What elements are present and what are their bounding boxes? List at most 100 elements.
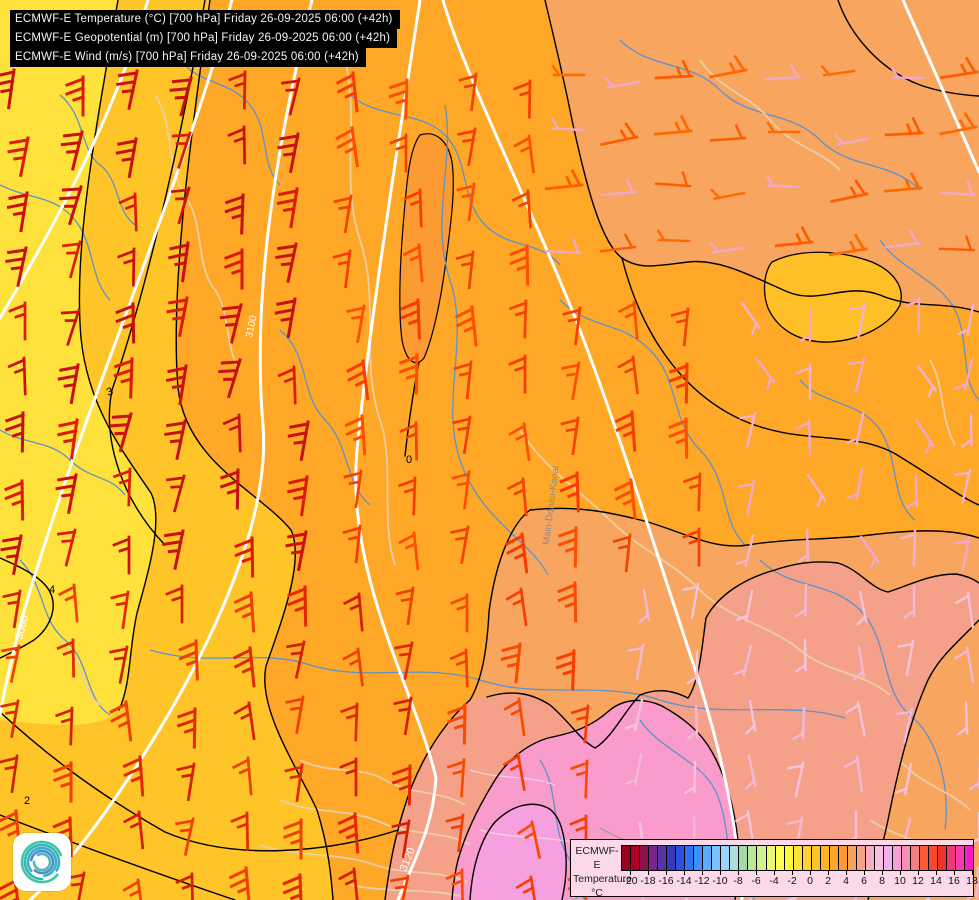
wind-barb — [570, 704, 590, 744]
wind-barb — [346, 359, 370, 401]
legend-tick-label: 4 — [843, 875, 849, 887]
wind-barb — [683, 760, 697, 795]
wind-barb — [393, 696, 413, 736]
wind-barb — [398, 531, 420, 571]
wind-barb — [109, 700, 133, 742]
wind-barb — [219, 468, 240, 510]
wind-barb — [500, 642, 522, 684]
wind-barb — [709, 241, 745, 254]
wind-barb — [164, 419, 187, 460]
wind-barb — [897, 639, 915, 676]
wind-barb — [604, 76, 640, 89]
wind-barb — [774, 226, 814, 248]
legend-title-model: ECMWF-E — [575, 845, 619, 871]
wind-barb — [219, 303, 243, 344]
legend-tick — [935, 870, 937, 875]
legend-color-cell — [874, 846, 884, 870]
legend-color-cell — [748, 846, 758, 870]
wind-barb — [222, 413, 242, 453]
legend-color-cell — [802, 846, 812, 870]
wind-barb — [275, 242, 298, 283]
wind-barb — [710, 188, 746, 201]
wind-barb — [505, 587, 528, 627]
wind-barb — [884, 229, 922, 249]
wind-barb — [744, 754, 757, 790]
legend-color-cell — [622, 846, 632, 870]
wind-barb — [848, 357, 866, 394]
legend-tick-label: 0 — [807, 875, 813, 887]
wind-barb — [505, 532, 529, 574]
legend-tick-label: -16 — [658, 875, 674, 887]
wind-barb — [224, 193, 245, 235]
wind-barb — [391, 764, 412, 806]
wind-barb — [176, 762, 196, 802]
wind-barb — [682, 582, 700, 619]
legend-title: ECMWF-E Temperature °C — [573, 844, 632, 900]
legend-tick — [791, 870, 793, 875]
wind-barb — [957, 303, 975, 336]
wind-barb — [654, 170, 692, 188]
wind-barb — [953, 536, 971, 573]
wind-barb — [286, 475, 309, 517]
wind-barb — [178, 639, 199, 681]
wind-barb — [0, 699, 20, 739]
wind-barb — [5, 246, 28, 287]
wind-barb — [167, 241, 190, 283]
wind-barb — [668, 362, 689, 404]
map-title-block: ECMWF-E Temperature (°C) [700 hPa] Frida… — [10, 10, 400, 67]
legend-tick-label: -20 — [622, 875, 638, 887]
wind-barb — [2, 589, 22, 629]
wind-barb — [734, 809, 755, 846]
wind-barb — [846, 467, 864, 500]
wind-barb — [55, 473, 78, 515]
wind-barb — [820, 64, 856, 77]
wind-barb — [280, 77, 301, 116]
wind-barb — [112, 535, 131, 575]
wind-barb — [56, 638, 76, 678]
wind-barb — [113, 357, 134, 399]
wind-barb — [7, 356, 27, 396]
wind-barb — [402, 243, 424, 283]
wind-barb — [559, 471, 580, 513]
legend-color-cell — [956, 846, 966, 870]
wind-barb — [230, 811, 250, 851]
wind-barb — [508, 422, 531, 462]
wind-barb — [787, 761, 805, 798]
wind-barb — [735, 534, 755, 567]
wind-barb — [794, 418, 812, 456]
wind-barb — [8, 301, 27, 341]
legend-tick — [737, 870, 739, 875]
wind-barb — [550, 117, 585, 132]
legend-tick — [773, 870, 775, 875]
legend-tick-label: -10 — [712, 875, 728, 887]
wind-barb — [446, 758, 466, 798]
wind-barb — [954, 468, 972, 505]
wind-barb — [57, 363, 80, 405]
wind-barb — [337, 812, 360, 854]
legend-color-cell — [649, 846, 659, 870]
wind-barb — [117, 247, 136, 287]
wind-barb — [277, 132, 300, 174]
wind-barb — [794, 583, 808, 618]
wind-barb — [503, 697, 526, 737]
wind-barb — [452, 415, 472, 455]
wind-barb — [638, 588, 651, 624]
contour-label: 3100 — [244, 314, 259, 338]
wind-barb — [175, 872, 195, 900]
legend-tick-label: 18 — [966, 875, 978, 887]
legend-color-cell — [911, 846, 921, 870]
wind-barb — [449, 648, 469, 688]
wind-barb — [765, 174, 800, 189]
logo-spiral-arc — [20, 840, 63, 884]
wind-barb — [165, 364, 188, 406]
wind-barb — [613, 478, 637, 520]
wind-barb — [453, 360, 473, 400]
legend-color-cell — [865, 846, 875, 870]
wind-barb — [0, 534, 23, 576]
wind-barb — [233, 701, 256, 741]
wind-barb — [224, 248, 244, 290]
wind-barb — [896, 707, 914, 744]
legend-tick — [917, 870, 919, 875]
title-temperature: ECMWF-E Temperature (°C) [700 hPa] Frida… — [10, 10, 400, 29]
wind-barb — [118, 192, 138, 232]
